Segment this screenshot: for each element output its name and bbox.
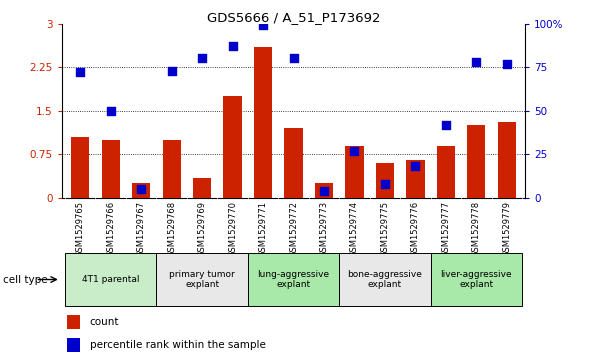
Bar	[67, 315, 80, 329]
Text: GSM1529767: GSM1529767	[137, 200, 146, 257]
Point	[289, 56, 298, 61]
Text: count: count	[90, 318, 119, 327]
Text: GSM1529768: GSM1529768	[167, 200, 176, 257]
Bar	[224, 96, 242, 198]
Point	[350, 148, 359, 154]
Bar	[101, 140, 120, 198]
Point	[471, 59, 481, 65]
Bar	[284, 128, 303, 198]
Point	[167, 68, 176, 74]
Point	[76, 69, 85, 75]
Text: GSM1529778: GSM1529778	[472, 200, 481, 257]
Bar	[315, 183, 333, 198]
Bar	[431, 253, 522, 306]
Bar	[156, 253, 248, 306]
Text: bone-aggressive
explant: bone-aggressive explant	[348, 270, 422, 289]
Bar	[339, 253, 431, 306]
Bar	[132, 183, 150, 198]
Point	[319, 188, 329, 194]
Point	[258, 23, 268, 28]
Point	[106, 108, 116, 114]
Text: GSM1529766: GSM1529766	[106, 200, 115, 257]
Text: primary tumor
explant: primary tumor explant	[169, 270, 235, 289]
Text: GSM1529769: GSM1529769	[198, 200, 206, 257]
Text: GSM1529776: GSM1529776	[411, 200, 420, 257]
Text: GSM1529771: GSM1529771	[258, 200, 267, 257]
Text: GSM1529770: GSM1529770	[228, 200, 237, 257]
Bar	[254, 47, 272, 198]
Text: percentile rank within the sample: percentile rank within the sample	[90, 340, 266, 350]
Text: GSM1529779: GSM1529779	[502, 200, 512, 257]
Bar	[437, 146, 455, 198]
Point	[228, 43, 237, 49]
Bar	[71, 137, 89, 198]
Bar	[162, 140, 181, 198]
Bar	[193, 178, 211, 198]
Bar	[498, 122, 516, 198]
Bar	[345, 146, 363, 198]
Text: GSM1529773: GSM1529773	[320, 200, 329, 257]
Bar	[376, 163, 394, 198]
Point	[380, 181, 389, 187]
Point	[136, 186, 146, 192]
Point	[502, 61, 512, 66]
Text: liver-aggressive
explant: liver-aggressive explant	[441, 270, 512, 289]
Text: cell type: cell type	[3, 274, 48, 285]
Text: GSM1529772: GSM1529772	[289, 200, 298, 257]
Text: GSM1529774: GSM1529774	[350, 200, 359, 257]
Text: lung-aggressive
explant: lung-aggressive explant	[257, 270, 330, 289]
Point	[198, 56, 207, 61]
Bar	[67, 338, 80, 352]
Bar	[467, 125, 486, 198]
Text: 4T1 parental: 4T1 parental	[82, 275, 139, 284]
Point	[411, 164, 420, 170]
Text: GSM1529775: GSM1529775	[381, 200, 389, 257]
Bar	[65, 253, 156, 306]
Text: GSM1529777: GSM1529777	[441, 200, 450, 257]
Point	[441, 122, 451, 127]
Bar	[407, 160, 425, 198]
Text: GDS5666 / A_51_P173692: GDS5666 / A_51_P173692	[206, 11, 381, 24]
Bar	[248, 253, 339, 306]
Text: GSM1529765: GSM1529765	[76, 200, 85, 257]
